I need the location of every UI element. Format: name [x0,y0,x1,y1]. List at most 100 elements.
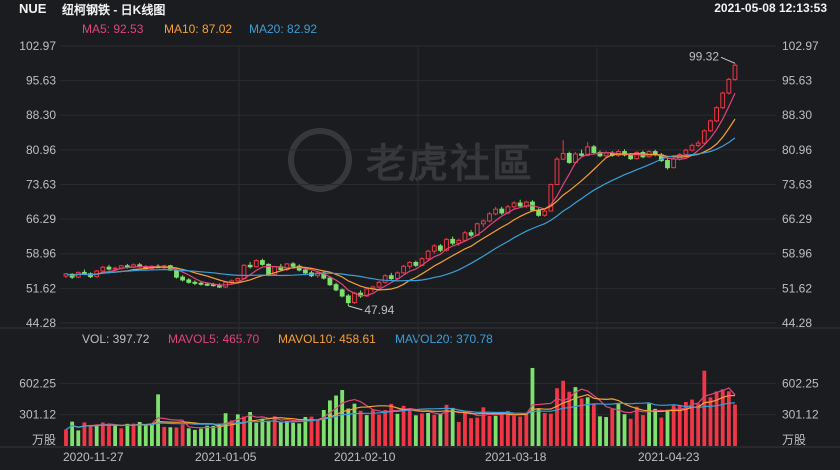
volume-tick-left: 301.12 [19,408,56,422]
candle-body [468,232,474,236]
volume-bar [321,409,326,446]
candle-body [100,266,106,272]
volume-bar [192,429,197,446]
mavol5-legend: MAVOL5: 465.70 [168,332,260,346]
volume-bar [309,416,314,446]
price-tick-left: 51.62 [26,281,56,295]
candle-body [726,78,732,94]
volume-bar [555,388,559,446]
volume-bar [82,422,87,446]
candle-body [198,282,204,285]
volume-bar [340,390,345,446]
volume-bar [150,424,154,446]
volume-bar [370,409,375,446]
volume-bar [696,403,701,446]
candle-body [560,152,566,160]
candle-body [241,264,247,280]
candle-body [628,154,634,160]
volume-bar [383,409,388,446]
volume-bar [420,413,424,446]
volume-bar [168,427,173,446]
volume-bar [162,426,167,446]
volume-bar [463,412,467,446]
candle-body [437,245,443,251]
volume-bar [211,425,216,446]
candle-body [511,202,517,208]
volume-bar [432,414,437,446]
candle-body [376,281,382,288]
candle-body [260,260,265,265]
candle-body [192,281,198,284]
volume-bar [450,407,455,446]
candle-body [480,220,486,225]
volume-bar [377,414,381,446]
max-annotation-line [720,56,736,64]
date-tick: 2021-03-18 [485,450,547,464]
volume-bar [76,430,81,446]
candle-body [235,278,241,282]
volume-bar [303,416,308,446]
price-annotations: 99.32 47.94 [348,49,736,317]
volume-bar [733,404,737,446]
volume-bar [229,420,234,446]
candle-body [425,250,431,260]
candle-body [523,201,529,207]
volume-bar [585,397,590,446]
price-tick-left: 66.29 [26,212,56,226]
volume-unit-left: 万股 [32,433,56,447]
candle-body [542,210,548,216]
volume-bar [481,407,486,446]
candle-body [82,271,87,275]
volume-bar [242,416,246,446]
candle-body [388,275,394,280]
candle-body [186,279,192,283]
volume-bar [573,387,578,446]
candle-body [665,160,670,169]
volume-bar [456,421,461,446]
volume-bar [579,398,584,446]
timestamp: 2021-05-08 12:13:53 [714,1,827,15]
volume-bar [536,409,541,446]
price-tick-right: 66.29 [782,212,812,226]
candle-body [352,292,357,304]
volume-bar [438,414,443,446]
volume-tick-left: 602.25 [19,376,56,390]
candle-body [548,184,554,212]
ticker-symbol: NUE [19,1,47,16]
chart-title: 纽柯钢铁 - 日K线图 [62,3,166,17]
mavol10-legend: MAVOL10: 458.61 [278,332,376,346]
volume-bar [199,428,203,446]
volume-bar [107,425,111,446]
price-tick-left: 80.96 [26,143,56,157]
volume-bar [64,429,68,446]
volume-bar [260,418,265,446]
volume-bar [622,414,627,446]
volume-bar [395,413,400,446]
volume-bar [567,391,572,446]
candle-body [671,158,677,169]
candle-body [217,285,222,288]
header-bar: NUE 纽柯钢铁 - 日K线图 2021-05-08 12:13:53 [0,0,840,18]
candle-body [487,213,492,222]
price-axis-labels: 102.97 102.97 95.63 95.63 88.30 88.30 80.96 80.… [19,39,819,330]
volume-bar [291,422,295,446]
volume-unit-right: 万股 [782,433,806,447]
candle-body [345,295,351,304]
volume-bar [591,403,596,446]
volume-bar [223,413,228,446]
candle-body [603,152,609,157]
volume-tick-right: 602.25 [782,376,819,390]
candle-body [401,265,406,274]
candle-body [634,152,640,160]
price-tick-left: 95.63 [26,74,56,88]
volume-bar [677,405,682,446]
volume-bar [683,401,688,446]
volume-bar [641,415,645,446]
volume-bar [156,394,160,446]
candle-body [585,146,591,156]
volume-bar [364,415,369,446]
vol-legend: VOL: 397.72 [82,332,150,346]
volume-bar [493,416,498,446]
volume-bar [530,367,535,446]
